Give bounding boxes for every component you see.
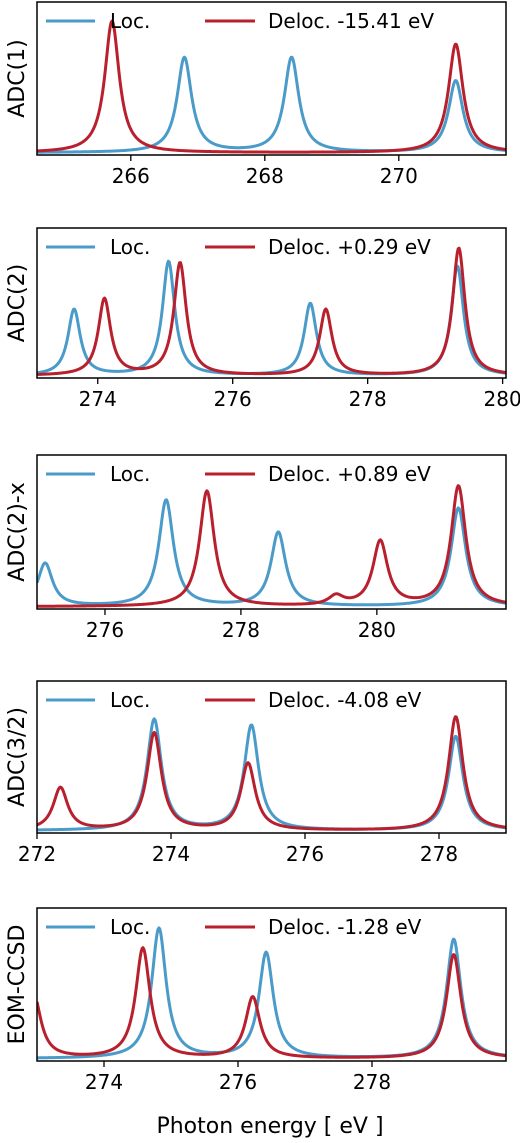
legend: Loc. Deloc. -15.41 eV (46, 9, 434, 33)
legend-label-loc: Loc. (110, 915, 150, 939)
series-line-deloc (37, 246, 506, 376)
legend: Loc. Deloc. -1.28 eV (46, 915, 422, 939)
plot-frame (36, 227, 507, 379)
legend: Loc. Deloc. +0.89 eV (46, 462, 431, 486)
series-line-deloc (37, 715, 506, 831)
series-line-loc (37, 498, 506, 607)
y-axis-title: ADC(3/2) (5, 707, 30, 807)
x-tick-label: 276 (219, 1070, 257, 1094)
legend-label-deloc: Deloc. -1.28 eV (268, 915, 422, 939)
x-tick-label: 278 (353, 1070, 391, 1094)
plot-frame (36, 1, 507, 156)
series-line-deloc (37, 484, 506, 608)
plot-frame (36, 454, 507, 610)
x-tick-label: 274 (79, 387, 117, 411)
plot-frame (36, 680, 507, 834)
x-tick-label: 280 (484, 387, 520, 411)
legend: Loc. Deloc. +0.29 eV (46, 235, 431, 259)
y-axis-title: EOM-CCSD (5, 925, 30, 1045)
panel-4: 272 274 276 278 ADC(3/2) Loc. Deloc. -4.08 eV (5, 680, 507, 866)
x-tick-label: 272 (18, 842, 56, 866)
legend-label-deloc: Deloc. +0.29 eV (268, 235, 431, 259)
plot-frame (36, 907, 507, 1062)
legend-label-loc: Loc. (110, 235, 150, 259)
y-axis-title: ADC(2)-x (5, 482, 30, 581)
legend-label-loc: Loc. (110, 688, 150, 712)
series-line-deloc (37, 19, 506, 154)
x-tick-label: 266 (112, 164, 150, 188)
y-axis-title: ADC(2) (5, 264, 30, 343)
panel-1: 266 268 270 ADC(1) Loc. Deloc. -15.41 eV (5, 1, 507, 188)
x-tick-label: 274 (85, 1070, 123, 1094)
x-tick-label: 276 (214, 387, 252, 411)
x-tick-label: 278 (222, 618, 260, 642)
x-tick-label: 268 (246, 164, 284, 188)
x-tick-label: 274 (152, 842, 190, 866)
legend: Loc. Deloc. -4.08 eV (46, 688, 422, 712)
x-tick-label: 278 (420, 842, 458, 866)
legend-label-deloc: Deloc. -15.41 eV (268, 9, 434, 33)
x-tick-label: 276 (86, 618, 124, 642)
legend-label-loc: Loc. (110, 9, 150, 33)
legend-label-loc: Loc. (110, 462, 150, 486)
panel-5: 274 276 278 EOM-CCSD Loc. Deloc. -1.28 eV (5, 907, 507, 1094)
x-tick-label: 270 (380, 164, 418, 188)
series-line-deloc (37, 946, 506, 1059)
panel-2: 274 276 278 280 ADC(2) Loc. Deloc. +0.29 eV (5, 227, 520, 411)
panel-3: 276 278 280 ADC(2)-x Loc. Deloc. +0.89 eV (5, 454, 507, 642)
x-axis-title: Photon energy [ eV ] (156, 1114, 383, 1139)
x-tick-label: 276 (286, 842, 324, 866)
legend-label-deloc: Deloc. -4.08 eV (268, 688, 422, 712)
x-tick-label: 278 (349, 387, 387, 411)
x-tick-label: 280 (358, 618, 396, 642)
series-line-loc (37, 55, 506, 154)
legend-label-deloc: Deloc. +0.89 eV (268, 462, 431, 486)
y-axis-title: ADC(1) (5, 39, 30, 118)
